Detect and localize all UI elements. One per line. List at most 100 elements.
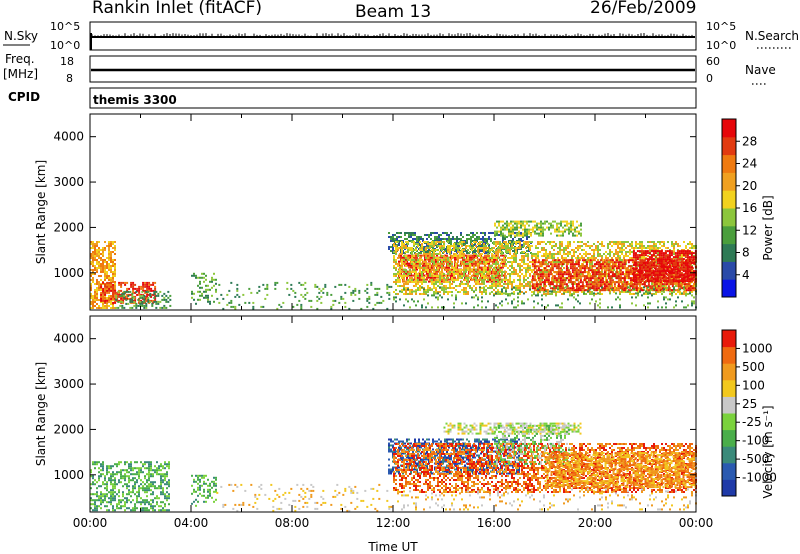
power-cell: [421, 283, 423, 285]
power-cell: [94, 257, 96, 259]
power-cell: [497, 285, 499, 287]
power-cell: [444, 232, 446, 234]
power-cell: [601, 275, 603, 277]
power-cell: [123, 290, 126, 293]
power-cell: [653, 293, 655, 295]
power-cell: [509, 279, 511, 281]
power-cell: [90, 289, 92, 291]
power-cell: [205, 284, 207, 287]
power-cell: [533, 283, 536, 286]
power-cell: [485, 285, 487, 287]
power-cell: [155, 306, 158, 309]
power-cell: [201, 276, 203, 279]
power-cell: [609, 271, 612, 274]
power-cell: [108, 249, 110, 251]
power-cell: [100, 257, 102, 259]
power-cell: [537, 253, 539, 255]
power-cell: [553, 255, 555, 257]
power-cell: [467, 255, 469, 257]
power-cell: [565, 271, 568, 274]
power-cell: [683, 293, 685, 295]
power-cell: [613, 241, 615, 243]
power-cell: [522, 236, 524, 238]
power-cell: [423, 281, 425, 283]
power-cell: [489, 271, 491, 273]
power-cell: [481, 247, 483, 249]
power-cell: [461, 243, 463, 245]
power-cell: [484, 254, 486, 257]
power-cell: [577, 269, 580, 272]
power-cell: [521, 259, 523, 261]
power-cell: [581, 289, 584, 292]
power-cell: [529, 249, 531, 251]
power-cell: [504, 226, 506, 229]
power-cell: [527, 283, 529, 285]
power-cell: [492, 270, 494, 273]
power-cell: [134, 291, 137, 294]
power-cell: [611, 287, 614, 290]
power-cell: [262, 283, 265, 286]
power-cell: [483, 269, 485, 271]
power-cell: [403, 243, 405, 245]
power-cell: [571, 267, 574, 270]
power-cell: [589, 283, 592, 286]
power-cell: [102, 291, 105, 294]
power-cell: [463, 271, 465, 273]
power-cell: [691, 265, 693, 267]
power-cell: [459, 269, 461, 271]
power-cell: [474, 234, 476, 236]
power-cell: [509, 265, 511, 267]
power-cell: [573, 273, 576, 276]
power-cell: [603, 285, 606, 288]
power-cell: [316, 285, 319, 288]
power-cell: [563, 261, 566, 264]
power-cell: [431, 243, 433, 245]
power-cell: [110, 285, 113, 288]
power-cell: [489, 265, 491, 267]
power-cell: [519, 279, 521, 281]
power-cell: [563, 259, 566, 262]
power-cell: [388, 297, 391, 300]
power-cell: [539, 243, 541, 245]
power-cell: [493, 251, 495, 253]
power-cell: [374, 303, 377, 306]
power-cell: [567, 281, 570, 284]
power-cell: [663, 243, 665, 245]
power-cell: [559, 281, 562, 284]
power-cell: [543, 293, 545, 295]
power-cell: [461, 283, 463, 285]
power-cell: [475, 253, 477, 255]
power-cell: [487, 243, 489, 245]
power-cell: [437, 269, 439, 271]
power-cell: [615, 257, 617, 259]
power-cell: [527, 277, 529, 279]
power-cell: [446, 254, 448, 257]
power-cell: [96, 281, 98, 283]
power-cell: [581, 283, 584, 286]
power-cell: [106, 265, 108, 267]
power-cell: [388, 246, 390, 248]
power-cell: [340, 283, 343, 286]
power-cell: [555, 287, 558, 290]
power-cell: [431, 255, 433, 257]
power-cell: [470, 238, 472, 240]
power-cell: [671, 245, 673, 247]
power-cell: [471, 247, 473, 249]
power-cell: [100, 249, 102, 251]
power-cell: [631, 265, 633, 267]
power-cell: [481, 271, 483, 273]
power-cell: [533, 291, 535, 293]
power-cell: [541, 271, 544, 274]
power-cell: [437, 281, 439, 283]
power-cell: [455, 245, 457, 247]
power-cell: [106, 281, 109, 284]
power-cell: [691, 291, 693, 293]
power-cell: [577, 259, 580, 262]
power-cell: [589, 247, 591, 249]
power-cell: [90, 279, 92, 281]
power-cell: [443, 277, 445, 279]
power-cell: [427, 247, 429, 249]
power-cell: [576, 234, 578, 237]
power-cell: [398, 244, 400, 246]
power-cell: [415, 285, 417, 287]
